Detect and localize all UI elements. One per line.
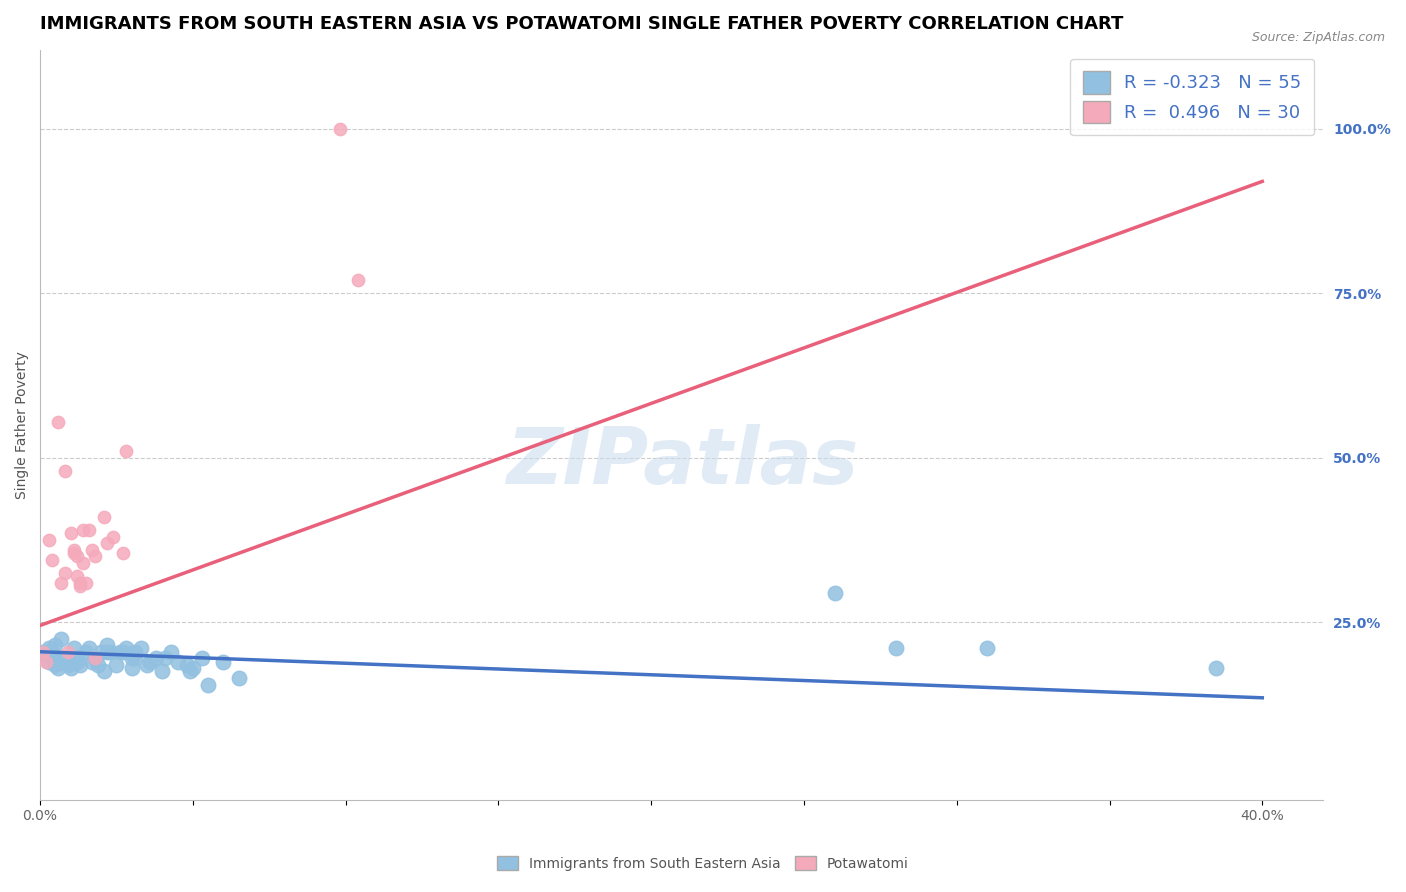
Point — [77, 523, 100, 537]
Point — [62, 542, 84, 557]
Point — [114, 444, 136, 458]
Point — [62, 546, 84, 560]
Point — [41, 552, 63, 566]
Point — [114, 641, 136, 656]
Point — [93, 509, 115, 524]
Text: ZIPatlas: ZIPatlas — [506, 425, 858, 500]
Point — [105, 657, 128, 672]
Point — [53, 566, 76, 580]
Point — [51, 655, 73, 669]
Point — [166, 655, 188, 669]
Y-axis label: Single Father Poverty: Single Father Poverty — [15, 351, 30, 499]
Point — [87, 657, 110, 672]
Point — [51, 575, 73, 590]
Point — [41, 651, 63, 665]
Point — [121, 661, 143, 675]
Point — [38, 533, 60, 547]
Point — [179, 665, 201, 679]
Point — [1205, 661, 1227, 675]
Point — [124, 645, 146, 659]
Point — [84, 549, 107, 564]
Point — [96, 645, 118, 659]
Point — [80, 542, 103, 557]
Point — [38, 655, 60, 669]
Point — [75, 575, 97, 590]
Point — [62, 641, 84, 656]
Point — [150, 665, 173, 679]
Point — [35, 655, 58, 669]
Point — [69, 657, 91, 672]
Point — [93, 665, 115, 679]
Point — [48, 415, 70, 429]
Point — [35, 645, 58, 659]
Point — [96, 638, 118, 652]
Point — [51, 632, 73, 646]
Point — [77, 641, 100, 656]
Point — [80, 655, 103, 669]
Point — [75, 645, 97, 659]
Point — [96, 536, 118, 550]
Point — [347, 273, 370, 287]
Point — [84, 651, 107, 665]
Point — [41, 645, 63, 659]
Point — [191, 651, 214, 665]
Point — [66, 655, 89, 669]
Point — [69, 579, 91, 593]
Point — [69, 575, 91, 590]
Point — [48, 661, 70, 675]
Point — [32, 645, 55, 659]
Point — [66, 569, 89, 583]
Point — [328, 121, 350, 136]
Point — [44, 657, 66, 672]
Point — [181, 661, 204, 675]
Point — [145, 651, 167, 665]
Point — [59, 526, 82, 541]
Point — [212, 655, 235, 669]
Point — [38, 641, 60, 656]
Point — [121, 651, 143, 665]
Point — [111, 645, 134, 659]
Point — [136, 657, 159, 672]
Point — [72, 523, 94, 537]
Legend: R = -0.323   N = 55, R =  0.496   N = 30: R = -0.323 N = 55, R = 0.496 N = 30 — [1070, 59, 1315, 136]
Point — [824, 585, 846, 599]
Point — [53, 651, 76, 665]
Point — [111, 546, 134, 560]
Point — [124, 651, 146, 665]
Point — [197, 678, 219, 692]
Legend: Immigrants from South Eastern Asia, Potawatomi: Immigrants from South Eastern Asia, Pota… — [492, 850, 914, 876]
Text: Source: ZipAtlas.com: Source: ZipAtlas.com — [1251, 31, 1385, 45]
Point — [66, 549, 89, 564]
Point — [976, 641, 998, 656]
Point — [44, 638, 66, 652]
Point — [90, 645, 112, 659]
Point — [100, 645, 122, 659]
Point — [32, 645, 55, 659]
Point — [84, 651, 107, 665]
Point — [66, 651, 89, 665]
Text: IMMIGRANTS FROM SOUTH EASTERN ASIA VS POTAWATOMI SINGLE FATHER POVERTY CORRELATI: IMMIGRANTS FROM SOUTH EASTERN ASIA VS PO… — [41, 15, 1123, 33]
Point — [228, 671, 250, 685]
Point — [155, 651, 177, 665]
Point — [103, 530, 125, 544]
Point — [176, 657, 198, 672]
Point — [139, 655, 162, 669]
Point — [72, 556, 94, 570]
Point — [56, 657, 79, 672]
Point — [56, 645, 79, 659]
Point — [884, 641, 907, 656]
Point — [59, 661, 82, 675]
Point — [108, 645, 131, 659]
Point — [129, 641, 152, 656]
Point — [53, 464, 76, 478]
Point — [160, 645, 183, 659]
